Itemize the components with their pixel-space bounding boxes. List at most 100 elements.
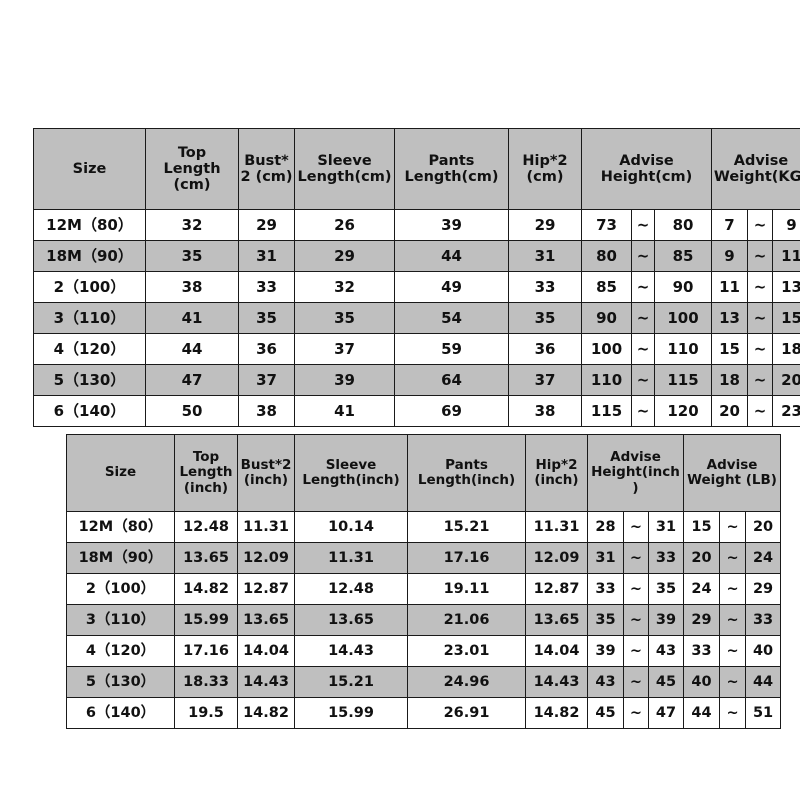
cell-bust: 37	[238, 364, 295, 396]
column-header-advise_weight: Advise Weight (LB)	[683, 434, 782, 512]
cell-top_length: 47	[145, 364, 239, 396]
cell-weight_min: 40	[683, 666, 721, 698]
cell-weight_max: 13	[772, 271, 800, 303]
table-header-row: Size Top Length (inch) Bust*2 (inch) Sleeve…	[66, 434, 782, 512]
cell-height_sep: ~	[631, 333, 655, 365]
cell-weight_min: 9	[711, 240, 748, 272]
cell-height_max: 43	[647, 635, 685, 667]
cell-size: 4（120）	[33, 333, 146, 365]
cell-height_min: 43	[587, 666, 624, 698]
cell-sleeve_length: 11.31	[294, 542, 408, 574]
table-row: 3（110） 41 35 35 54 35 90 ~100 13 ~15	[33, 302, 800, 334]
column-header-bust: Bust*2 (cm)	[238, 128, 295, 210]
cell-height_max: 39	[647, 604, 685, 636]
cell-hip: 38	[508, 395, 582, 427]
cell-sleeve_length: 35	[294, 302, 395, 334]
table-row: 18M（90） 13.65 12.09 11.31 17.16 12.09 31 ~33 20 ~…	[66, 542, 782, 574]
cell-sleeve_length: 29	[294, 240, 395, 272]
size-chart-table-cm: Size Top Length (cm) Bust*2 (cm) Sleeve Len…	[33, 128, 800, 427]
cell-height_min: 33	[587, 573, 624, 605]
column-header-top_length: Top Length (inch)	[174, 434, 238, 512]
cell-weight_sep: ~	[747, 271, 773, 303]
cell-height_min: 45	[587, 697, 624, 729]
cell-height_min: 31	[587, 542, 624, 574]
table-row: 5（130） 18.33 14.43 15.21 24.96 14.43 43 ~45 40 ~4…	[66, 666, 782, 698]
column-header-hip: Hip*2 (inch)	[525, 434, 588, 512]
cell-hip: 37	[508, 364, 582, 396]
cell-weight_min: 33	[683, 635, 721, 667]
cell-height_max: 31	[647, 511, 685, 543]
cell-weight_min: 13	[711, 302, 748, 334]
cell-weight_max: 51	[745, 697, 782, 729]
table-body-cm: 12M（80） 32 29 26 39 29 73 ~80 7 ~9 18M（90） 35 31 29 44…	[33, 209, 800, 427]
cell-sleeve_length: 39	[294, 364, 395, 396]
cell-weight_sep: ~	[719, 697, 747, 729]
cell-sleeve_length: 13.65	[294, 604, 408, 636]
cell-pants_length: 26.91	[407, 697, 526, 729]
cell-height_min: 80	[581, 240, 632, 272]
cell-top_length: 15.99	[174, 604, 238, 636]
cell-sleeve_length: 10.14	[294, 511, 408, 543]
table-row: 3（110） 15.99 13.65 13.65 21.06 13.65 35 ~39 29 ~3…	[66, 604, 782, 636]
cell-weight_max: 18	[772, 333, 800, 365]
cell-height_min: 100	[581, 333, 632, 365]
cell-weight_sep: ~	[747, 302, 773, 334]
cell-weight_sep: ~	[719, 511, 747, 543]
cell-height_sep: ~	[631, 364, 655, 396]
cell-weight_sep: ~	[719, 604, 747, 636]
cell-weight_sep: ~	[747, 364, 773, 396]
column-header-advise_height: Advise Height(cm)	[581, 128, 712, 210]
cell-height_max: 115	[654, 364, 712, 396]
cell-height_min: 39	[587, 635, 624, 667]
table-head-cm: Size Top Length (cm) Bust*2 (cm) Sleeve Len…	[33, 128, 800, 210]
cell-pants_length: 21.06	[407, 604, 526, 636]
cell-pants_length: 64	[394, 364, 509, 396]
cell-weight_min: 15	[683, 511, 721, 543]
table-header-row: Size Top Length (cm) Bust*2 (cm) Sleeve Len…	[33, 128, 800, 210]
cell-weight_min: 44	[683, 697, 721, 729]
table-body-inch: 12M（80） 12.48 11.31 10.14 15.21 11.31 28 ~31 15 ~…	[66, 511, 782, 729]
cell-top_length: 13.65	[174, 542, 238, 574]
cell-hip: 31	[508, 240, 582, 272]
cell-weight_min: 15	[711, 333, 748, 365]
cell-weight_min: 7	[711, 209, 748, 241]
cell-height_max: 90	[654, 271, 712, 303]
cell-height_min: 28	[587, 511, 624, 543]
cell-height_min: 90	[581, 302, 632, 334]
cell-weight_sep: ~	[747, 333, 773, 365]
cell-hip: 11.31	[525, 511, 588, 543]
cell-sleeve_length: 37	[294, 333, 395, 365]
column-header-advise_height: Advise Height(inch)	[586, 434, 685, 512]
cell-bust: 12.87	[237, 573, 295, 605]
cell-weight_max: 40	[745, 635, 782, 667]
cell-hip: 13.65	[525, 604, 588, 636]
cell-weight_sep: ~	[747, 209, 773, 241]
column-header-hip: Hip*2 (cm)	[508, 128, 582, 210]
cell-bust: 33	[238, 271, 295, 303]
cell-pants_length: 54	[394, 302, 509, 334]
cell-bust: 14.82	[237, 697, 295, 729]
cell-sleeve_length: 41	[294, 395, 395, 427]
cell-height_sep: ~	[631, 271, 655, 303]
table-row: 2（100） 14.82 12.87 12.48 19.11 12.87 33 ~35 24 ~2…	[66, 573, 782, 605]
cell-sleeve_length: 15.99	[294, 697, 408, 729]
cell-height_max: 85	[654, 240, 712, 272]
cell-bust: 14.43	[237, 666, 295, 698]
cell-weight_sep: ~	[719, 542, 747, 574]
cell-size: 12M（80）	[66, 511, 175, 543]
cell-bust: 11.31	[237, 511, 295, 543]
cell-weight_min: 24	[683, 573, 721, 605]
table-row: 18M（90） 35 31 29 44 31 80 ~85 9 ~11	[33, 240, 800, 272]
table-row: 12M（80） 12.48 11.31 10.14 15.21 11.31 28 ~31 15 ~…	[66, 511, 782, 543]
cell-size: 2（100）	[33, 271, 146, 303]
cell-pants_length: 24.96	[407, 666, 526, 698]
cell-pants_length: 39	[394, 209, 509, 241]
cell-size: 12M（80）	[33, 209, 146, 241]
cell-size: 6（140）	[66, 697, 175, 729]
cell-weight_sep: ~	[719, 573, 747, 605]
cell-bust: 14.04	[237, 635, 295, 667]
table-row: 12M（80） 32 29 26 39 29 73 ~80 7 ~9	[33, 209, 800, 241]
cell-height_max: 45	[647, 666, 685, 698]
cell-weight_sep: ~	[719, 666, 747, 698]
